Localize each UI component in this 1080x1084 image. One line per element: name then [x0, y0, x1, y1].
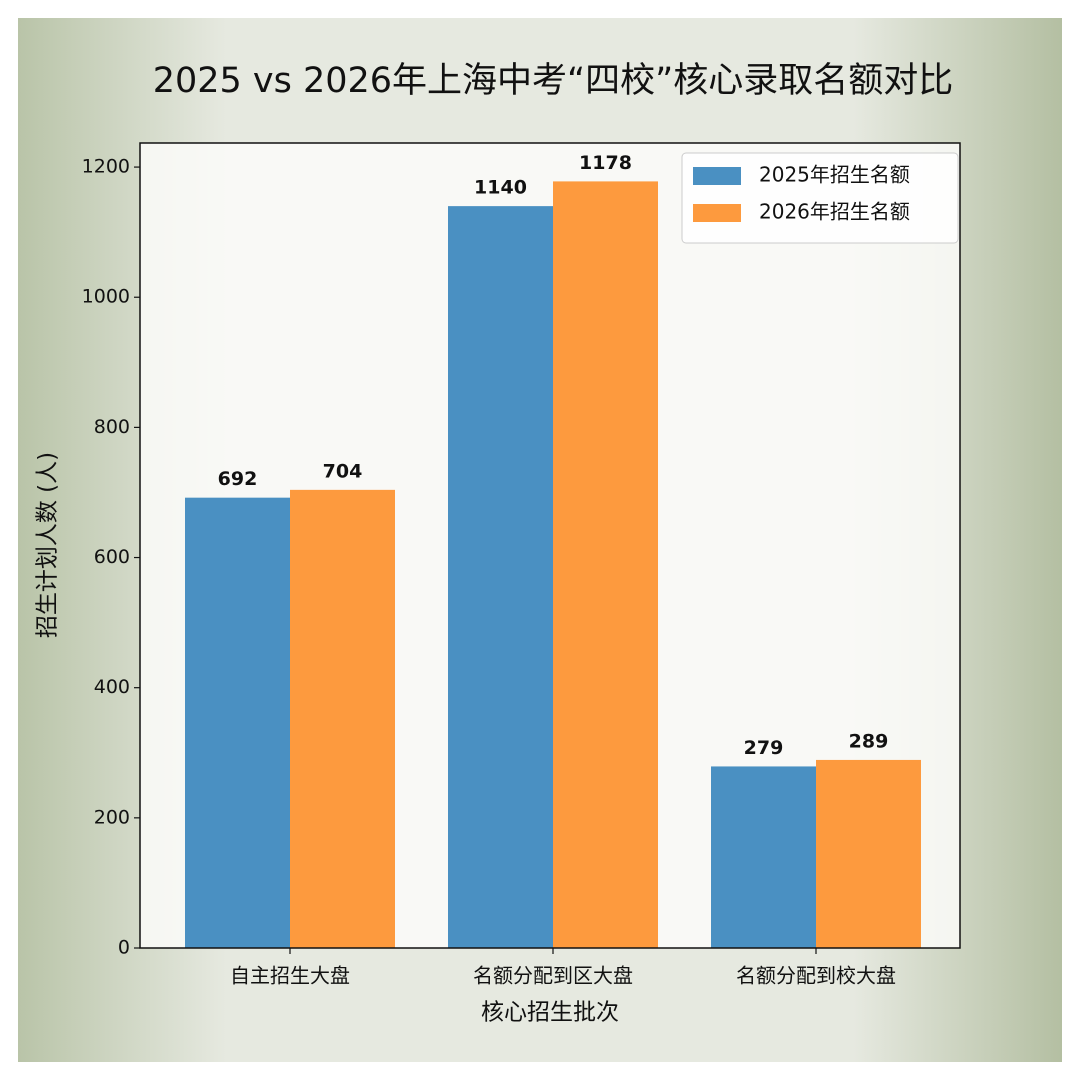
- y-tick-label: 1000: [82, 286, 130, 308]
- legend-swatch: [693, 167, 741, 185]
- axes-frame: [139, 142, 961, 949]
- value-label: 704: [323, 460, 363, 482]
- legend-box: [681, 152, 959, 244]
- chart-title: 2025 vs 2026年上海中考“四校”核心录取名额对比: [153, 61, 954, 101]
- legend-label: 2026年招生名额: [759, 200, 910, 224]
- bar: [185, 497, 290, 948]
- x-tick-label: 自主招生大盘: [230, 964, 350, 988]
- y-axis-label: 招生计划人数 (人): [35, 452, 61, 638]
- value-label: 289: [849, 730, 889, 752]
- bar: [711, 766, 816, 948]
- legend-swatch: [693, 204, 741, 222]
- y-tick-label: 600: [94, 546, 130, 568]
- marks: 692 704 1140 1178 279 289: [185, 152, 921, 948]
- value-label: 279: [744, 737, 784, 759]
- y-tick-label: 800: [94, 416, 130, 438]
- y-tick-label: 0: [118, 937, 130, 959]
- x-axis-label: 核心招生批次: [481, 1000, 619, 1026]
- y-tick-label: 1200: [82, 156, 130, 178]
- value-label: 1140: [474, 177, 527, 199]
- x-tick-label: 名额分配到区大盘: [473, 964, 633, 988]
- x-tick-label: 名额分配到校大盘: [736, 964, 896, 988]
- legend: 2025年招生名额 2026年招生名额: [681, 152, 959, 244]
- y-tick-label: 400: [94, 676, 130, 698]
- y-tick-label: 200: [94, 806, 130, 828]
- bar: [816, 759, 921, 948]
- bar: [448, 206, 553, 948]
- value-label: 692: [218, 468, 258, 490]
- bar: [290, 489, 395, 948]
- bar: [553, 181, 658, 948]
- value-label: 1178: [579, 152, 632, 174]
- legend-label: 2025年招生名额: [759, 163, 910, 187]
